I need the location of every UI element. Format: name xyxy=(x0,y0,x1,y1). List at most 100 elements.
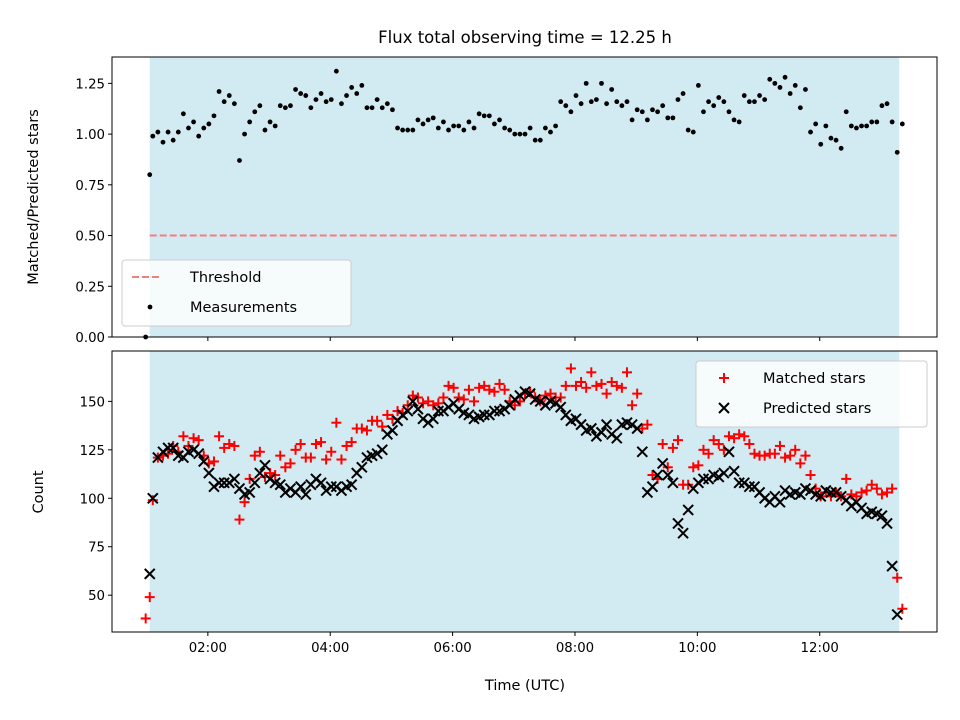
bottom-data-point xyxy=(672,435,683,446)
top-data-point xyxy=(675,97,681,103)
bottom-data-point xyxy=(708,435,719,446)
bottom-data-point xyxy=(897,603,908,614)
bottom-data-point xyxy=(682,504,694,516)
x-tick-label: 10:00 xyxy=(678,641,716,656)
top-data-point xyxy=(568,109,574,115)
bottom-data-point xyxy=(606,377,617,388)
bottom-data-point xyxy=(488,405,501,417)
top-data-point xyxy=(328,97,334,103)
top-data-point xyxy=(395,125,400,131)
top-data-point xyxy=(481,113,487,119)
top-series-0 xyxy=(143,68,905,340)
bottom-data-point xyxy=(718,467,730,479)
top-data-point xyxy=(502,125,508,131)
top-data-point xyxy=(252,109,258,115)
bottom-data-point xyxy=(356,423,367,434)
top-data-point xyxy=(828,135,834,141)
bottom-data-point xyxy=(611,432,623,444)
top-data-point xyxy=(726,109,732,115)
bottom-data-point xyxy=(586,367,597,378)
bottom-data-point xyxy=(219,442,230,453)
top-data-point xyxy=(364,105,370,111)
bottom-data-point xyxy=(800,450,811,461)
bottom-data-point xyxy=(144,568,156,580)
top-data-point xyxy=(787,91,793,96)
bottom-legend-box xyxy=(695,360,928,428)
x-tick-label: 04:00 xyxy=(311,641,349,656)
bottom-data-point xyxy=(886,560,898,572)
bottom-data-point xyxy=(688,462,699,473)
top-data-point xyxy=(369,105,375,111)
bottom-data-point xyxy=(275,450,286,461)
bottom-legend-swatch xyxy=(719,373,729,383)
bottom-data-point xyxy=(774,496,786,508)
bottom-data-point xyxy=(667,477,679,489)
top-data-point xyxy=(527,125,533,131)
bottom-series-1 xyxy=(144,385,903,621)
bottom-data-point xyxy=(453,392,464,403)
top-panel: 0.00 0.25 0.50 0.75 1.00 1.25 Threshold Measure… xyxy=(75,56,938,346)
bottom-data-point xyxy=(254,446,265,457)
bottom-data-point xyxy=(861,485,872,496)
bottom-data-point xyxy=(651,469,664,481)
top-data-point xyxy=(670,115,676,121)
bottom-data-point xyxy=(489,386,500,397)
bottom-y-tick-label: 125 xyxy=(80,444,105,459)
bottom-data-point xyxy=(677,527,689,539)
top-data-point xyxy=(706,99,711,105)
top-data-point xyxy=(690,129,696,135)
top-data-point xyxy=(262,127,268,133)
bottom-data-point xyxy=(723,431,734,442)
top-data-point xyxy=(838,145,844,151)
bottom-data-point xyxy=(316,437,327,448)
bottom-data-point xyxy=(703,448,714,459)
top-data-point xyxy=(665,115,671,121)
bottom-data-point xyxy=(418,398,429,409)
top-data-point xyxy=(813,121,819,127)
bottom-data-point xyxy=(198,455,210,468)
top-data-point xyxy=(206,121,212,127)
bottom-data-point xyxy=(443,380,454,391)
bottom-data-point xyxy=(887,483,898,494)
x-tick-label: 06:00 xyxy=(433,641,471,656)
top-data-point xyxy=(461,127,467,133)
top-data-point xyxy=(604,101,609,107)
bottom-data-point xyxy=(785,450,796,461)
top-data-point xyxy=(150,133,156,139)
bottom-data-point xyxy=(214,431,225,442)
top-data-point xyxy=(752,99,757,105)
top-data-point xyxy=(175,129,181,135)
bottom-data-point xyxy=(412,403,424,415)
top-data-point xyxy=(282,105,288,111)
bottom-data-point xyxy=(693,460,704,471)
bottom-y-tick-label: 75 xyxy=(88,541,105,556)
bottom-data-point xyxy=(780,452,791,463)
top-data-point xyxy=(476,111,482,117)
top-data-point xyxy=(736,119,742,125)
bottom-data-point xyxy=(407,390,418,401)
top-legend: Threshold Measurements xyxy=(121,259,352,327)
top-data-point xyxy=(711,103,717,109)
top-data-point xyxy=(147,172,153,178)
bottom-y-tick-label: 50 xyxy=(88,589,105,604)
top-data-point xyxy=(823,123,829,129)
top-data-point xyxy=(874,119,880,125)
bottom-data-point xyxy=(570,380,581,391)
bottom-data-point xyxy=(479,380,490,391)
bottom-data-point xyxy=(305,452,316,463)
bottom-data-point xyxy=(555,392,566,403)
top-data-point xyxy=(191,119,196,125)
bottom-data-point xyxy=(600,418,613,431)
bottom-data-point xyxy=(228,473,241,485)
top-data-point xyxy=(619,103,625,109)
chart-title: Flux total observing time = 12.25 h xyxy=(378,28,672,47)
top-data-point xyxy=(757,93,762,98)
bottom-data-point xyxy=(249,477,261,489)
top-data-point xyxy=(237,158,242,163)
bottom-data-point xyxy=(346,437,357,448)
top-data-point xyxy=(680,91,686,96)
bottom-data-point xyxy=(315,477,327,489)
top-data-point xyxy=(522,131,528,137)
bottom-data-point xyxy=(274,479,286,491)
bottom-data-point xyxy=(805,470,816,481)
